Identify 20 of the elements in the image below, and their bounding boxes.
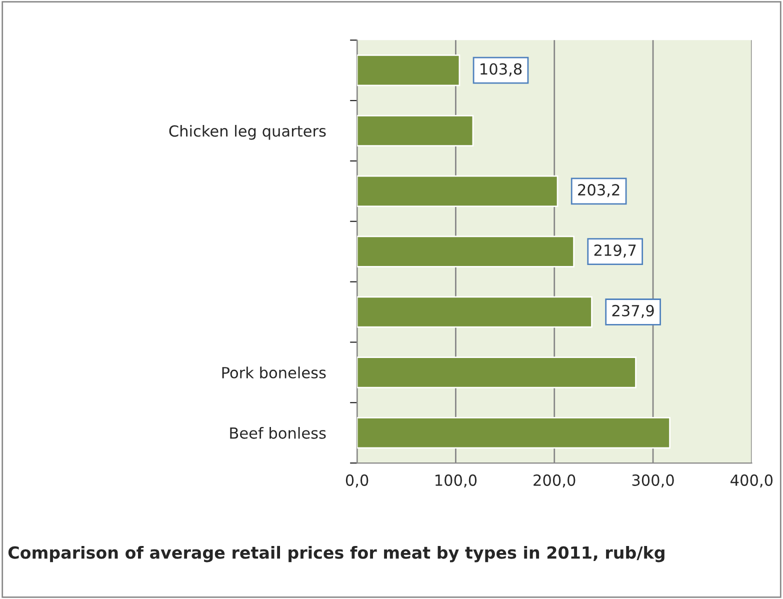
bar [357,114,474,147]
bar [357,54,460,86]
x-tick-label: 200,0 [534,474,576,488]
x-tick-label: 300,0 [632,474,674,488]
data-label: 237,9 [612,304,654,318]
data-label: 203,2 [578,184,620,198]
x-tick-label: 400,0 [730,474,773,488]
x-tick-label: 100,0 [436,474,477,488]
data-label: 103,8 [480,63,522,76]
bar [357,175,558,207]
text: Comparison of average retail prices for meat by types in 2011, rub/kg [8,546,664,562]
y-tick-label: Chicken leg quarters [169,124,326,140]
bar [357,236,574,268]
data-label: 219,7 [594,244,636,258]
y-tick-label: Pork boneless [222,366,326,378]
y-tick-label: Beef bonless [230,427,326,439]
bar [357,296,592,328]
x-tick-label: 0,0 [346,474,368,488]
bar [357,417,670,449]
bar [357,356,636,388]
